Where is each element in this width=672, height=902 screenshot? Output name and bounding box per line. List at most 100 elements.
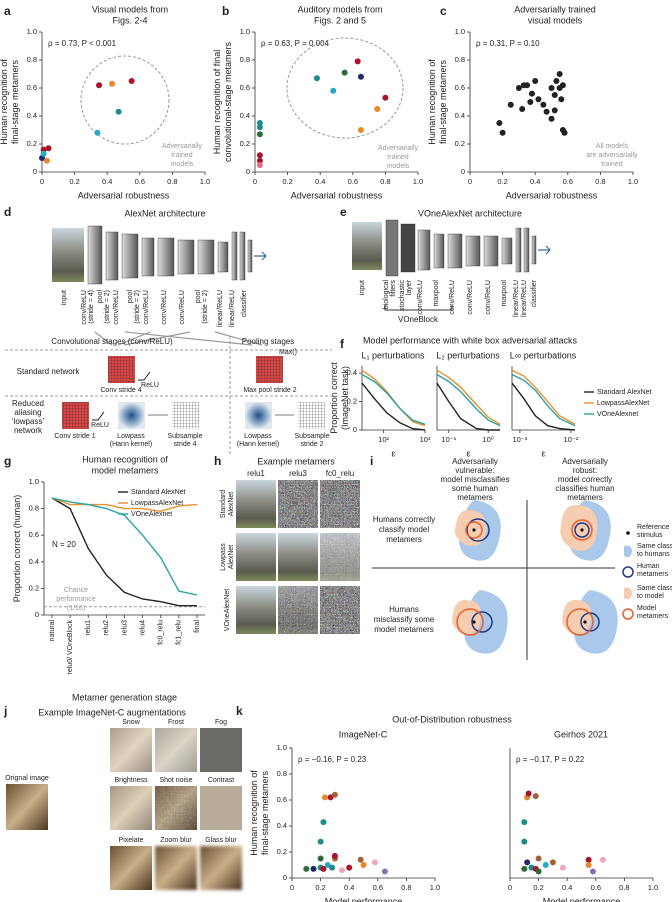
note: performance bbox=[56, 596, 95, 603]
series-line bbox=[436, 373, 501, 427]
point bbox=[559, 864, 566, 871]
model-metamers bbox=[566, 608, 594, 636]
series-line bbox=[511, 373, 576, 427]
annotation: N = 20 bbox=[52, 540, 76, 549]
x-tick-label: 0.6 bbox=[373, 883, 383, 892]
series-line bbox=[361, 373, 426, 425]
legend-icons bbox=[622, 531, 634, 620]
point bbox=[256, 157, 263, 164]
x-tick-label: 0 bbox=[290, 883, 294, 892]
y-tick-label: 0 bbox=[461, 167, 465, 176]
point bbox=[354, 58, 361, 65]
image bbox=[278, 586, 318, 634]
point bbox=[256, 152, 263, 159]
op-label: stride 2 bbox=[301, 441, 324, 448]
layer-block bbox=[400, 223, 416, 273]
point bbox=[346, 864, 353, 871]
chart-title: Visual models from bbox=[92, 4, 168, 14]
series-line bbox=[361, 382, 426, 431]
column-label: model correctly bbox=[558, 475, 612, 484]
column-label: relu3 bbox=[289, 469, 307, 478]
image-label: Fog bbox=[215, 719, 227, 726]
y-tick-label: 1.0 bbox=[277, 743, 287, 752]
y-tick-label: 0.2 bbox=[240, 139, 250, 148]
note: models bbox=[171, 161, 194, 168]
point bbox=[553, 78, 560, 84]
x-axis-label: ε bbox=[541, 448, 545, 458]
y-tick-label: 0.8 bbox=[240, 55, 250, 64]
chart-subtitle: L₂ perturbations bbox=[436, 350, 500, 360]
y-axis-label: final-stage metamers bbox=[260, 770, 270, 855]
panel-label: d bbox=[4, 205, 11, 219]
image-label: Frost bbox=[168, 719, 184, 726]
legend-label: to humans bbox=[637, 551, 670, 558]
x-tick-label: 1.0 bbox=[430, 883, 440, 892]
op-label: Lowpass bbox=[117, 433, 145, 440]
point bbox=[320, 865, 327, 872]
column-label: relu1 bbox=[247, 469, 265, 478]
point bbox=[381, 868, 388, 875]
layer-block bbox=[177, 239, 195, 275]
point bbox=[585, 856, 592, 863]
op-label: stride 4 bbox=[174, 441, 197, 448]
layer-label: pool bbox=[195, 290, 202, 304]
image bbox=[155, 728, 197, 772]
x-tick-label: 0.2 bbox=[533, 883, 543, 892]
annotation: ρ = 0.31, P = 0.10 bbox=[476, 39, 540, 48]
row-label: VOneAlexNet bbox=[224, 589, 231, 631]
chart-suptitle: Model performance with white box adversa… bbox=[363, 335, 578, 345]
op-label: Subsample bbox=[294, 433, 329, 440]
x-tick-label: relu0/ VOneBlock bbox=[67, 620, 74, 675]
layer-block bbox=[247, 239, 253, 273]
layer-label: pool bbox=[97, 290, 104, 304]
y-tick-label: 0.6 bbox=[277, 795, 287, 804]
point bbox=[528, 90, 535, 97]
note: Chance bbox=[64, 587, 88, 594]
point bbox=[357, 856, 364, 863]
y-tick-label: 0 bbox=[353, 425, 357, 434]
point bbox=[310, 865, 317, 872]
model-class bbox=[560, 505, 598, 551]
point bbox=[515, 85, 522, 91]
column-label: metamers bbox=[567, 493, 603, 502]
layer-label: conv/ReLU bbox=[467, 280, 474, 315]
x-tick-label: 0.6 bbox=[563, 177, 573, 186]
chart-subtitle: ImageNet-C bbox=[339, 729, 388, 739]
y-tick-label: 0.4 bbox=[277, 821, 287, 830]
point bbox=[357, 127, 364, 133]
y-tick-label: 0.8 bbox=[455, 55, 465, 64]
stage-label: Convolutional stages (conv/ReLU) bbox=[51, 337, 173, 346]
y-axis-label: (ImageNet task) bbox=[340, 366, 350, 430]
diagrams bbox=[5, 219, 634, 890]
layer-label: conv/ReLU bbox=[81, 290, 88, 325]
point bbox=[339, 867, 346, 874]
legend-label: Standard AlexNet bbox=[597, 389, 652, 396]
point bbox=[535, 855, 542, 862]
human-metamers bbox=[574, 522, 590, 538]
reference bbox=[472, 528, 476, 532]
layer-block bbox=[87, 225, 103, 285]
image-label: Snow bbox=[122, 719, 140, 726]
row-label: AlexNet bbox=[228, 545, 235, 570]
panel-label: c bbox=[440, 4, 447, 18]
grid-image bbox=[172, 402, 199, 429]
quadrant-illustrations bbox=[452, 500, 618, 654]
layer-block bbox=[433, 233, 445, 269]
stage-label: Pooling stages bbox=[242, 337, 294, 346]
reference bbox=[472, 620, 476, 624]
image bbox=[200, 846, 242, 890]
image bbox=[200, 728, 242, 772]
diagram-title: Example ImageNet-C augmentations bbox=[38, 707, 186, 717]
layer-label: conv/ReLU bbox=[179, 290, 186, 325]
layer-block bbox=[217, 241, 229, 273]
point bbox=[496, 120, 503, 126]
x-axis-label: Adversarial robustness bbox=[506, 190, 598, 200]
row-label: Humans correctly bbox=[373, 515, 435, 524]
x-tick-label: 0 bbox=[508, 883, 512, 892]
x-tick-label: 1.0 bbox=[648, 883, 658, 892]
layer-label: input bbox=[61, 290, 68, 305]
x-tick-label: 0 bbox=[468, 177, 472, 186]
layer-block bbox=[465, 235, 481, 267]
legend-swatch bbox=[622, 566, 634, 578]
layer-label: (stride = 4) bbox=[88, 290, 95, 324]
